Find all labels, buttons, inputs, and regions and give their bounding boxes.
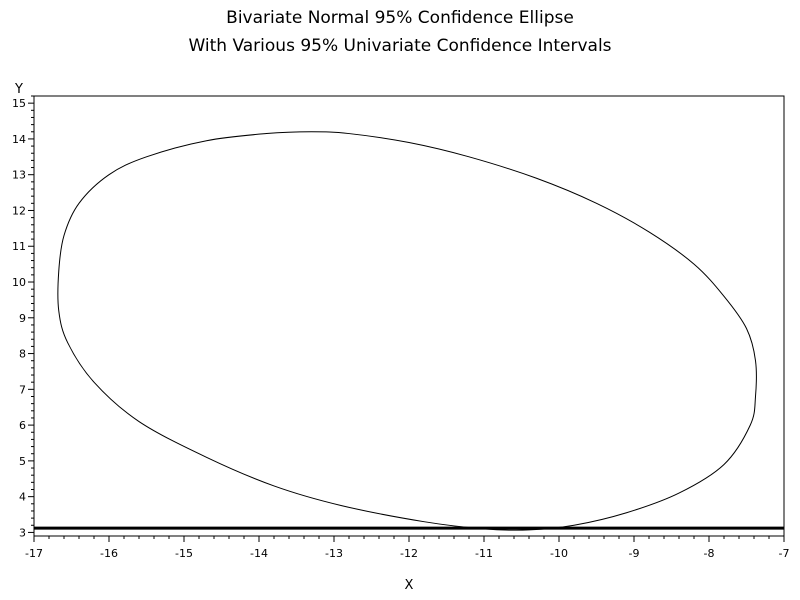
x-tick-label: -12 (400, 547, 418, 560)
y-tick-label: 9 (19, 312, 26, 325)
y-tick-label: 5 (19, 455, 26, 468)
x-tick-label: -17 (25, 547, 43, 560)
y-tick-label: 7 (19, 383, 26, 396)
x-axis-label: X (405, 578, 414, 593)
y-tick-label: 6 (19, 419, 26, 432)
y-tick-label: 14 (12, 133, 26, 146)
x-tick-label: -11 (475, 547, 493, 560)
x-tick-label: -13 (325, 547, 343, 560)
y-axis-ticks: 3 4 5 6 7 8 9 10 11 12 13 14 15 (12, 95, 34, 539)
x-tick-label: -8 (704, 547, 715, 560)
chart-title: Bivariate Normal 95% Confidence Ellipse (226, 8, 574, 28)
y-tick-label: 8 (19, 348, 26, 361)
y-tick-label: 15 (12, 97, 26, 110)
y-tick-label: 3 (19, 526, 26, 539)
chart-subtitle: With Various 95% Univariate Confidence I… (188, 36, 611, 56)
y-tick-label: 4 (19, 491, 26, 504)
x-tick-label: -9 (629, 547, 640, 560)
x-tick-label: -14 (250, 547, 268, 560)
y-axis-label: Y (14, 82, 23, 97)
x-tick-label: -7 (779, 547, 790, 560)
confidence-ellipse (57, 131, 757, 531)
y-tick-label: 11 (12, 240, 26, 253)
y-tick-label: 10 (12, 276, 26, 289)
y-tick-label: 13 (12, 169, 26, 182)
series-layer (34, 131, 784, 531)
x-tick-label: -16 (100, 547, 118, 560)
x-tick-label: -10 (550, 547, 568, 560)
plot-frame (33, 95, 785, 537)
x-axis-ticks: -17 -16 -15 -14 -13 -12 -11 -10 -9 -8 -7 (25, 536, 789, 560)
x-tick-label: -15 (175, 547, 193, 560)
y-tick-label: 12 (12, 204, 26, 217)
